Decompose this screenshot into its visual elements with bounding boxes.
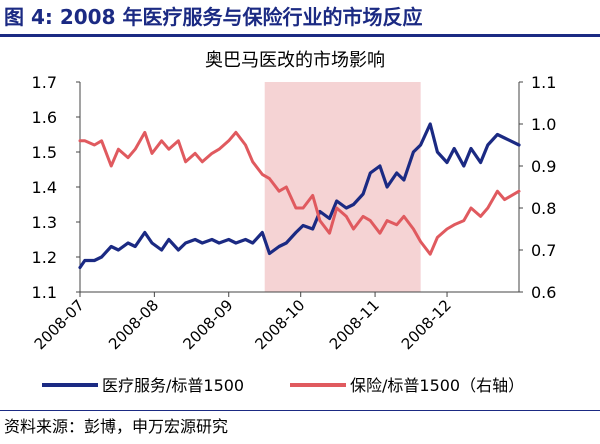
y-right-tick-label: 0.9 <box>531 157 556 176</box>
legend-label-healthcare: 医疗服务/标普1500 <box>102 376 244 395</box>
chart-title: 奥巴马医改的市场影响 <box>205 50 385 71</box>
y-left-tick-label: 1.5 <box>32 143 57 162</box>
y-right-tick-label: 0.8 <box>531 199 556 218</box>
series-line-insurance <box>78 130 521 256</box>
x-tick-label: 2008-11 <box>326 296 383 353</box>
y-left-tick-label: 1.6 <box>32 108 57 127</box>
x-tick-label: 2008-08 <box>105 296 162 353</box>
legend: 医疗服务/标普1500 保险/标普1500（右轴） <box>42 376 524 395</box>
y-right-tick-label: 1.0 <box>531 115 556 134</box>
source-divider <box>0 410 600 411</box>
legend-label-insurance: 保险/标普1500（右轴） <box>350 376 524 395</box>
source-note: 资料来源：彭博，申万宏源研究 <box>4 417 229 436</box>
y-left-tick-label: 1.3 <box>32 213 57 232</box>
x-tick-label: 2008-10 <box>251 296 308 353</box>
y-left-tick-label: 1.1 <box>32 283 57 302</box>
y-right-tick-label: 0.6 <box>531 283 556 302</box>
series-line-healthcare <box>78 122 521 270</box>
series-lines <box>78 122 521 270</box>
x-tick-label: 2008-12 <box>398 296 455 353</box>
y-left-tick-label: 1.2 <box>32 248 57 267</box>
highlight-region <box>264 82 421 292</box>
x-tick-label: 2008-09 <box>180 296 237 353</box>
y-right-tick-label: 1.1 <box>531 73 556 92</box>
x-tick-label: 2008-07 <box>31 296 88 353</box>
highlight-band <box>264 82 421 292</box>
y-left-tick-label: 1.7 <box>32 73 57 92</box>
figure-title: 图 4: 2008 年医疗服务与保险行业的市场反应 <box>4 5 423 29</box>
y-left-tick-label: 1.4 <box>32 178 57 197</box>
y-right-tick-label: 0.7 <box>531 241 556 260</box>
title-divider <box>0 34 600 37</box>
axes <box>76 81 523 297</box>
